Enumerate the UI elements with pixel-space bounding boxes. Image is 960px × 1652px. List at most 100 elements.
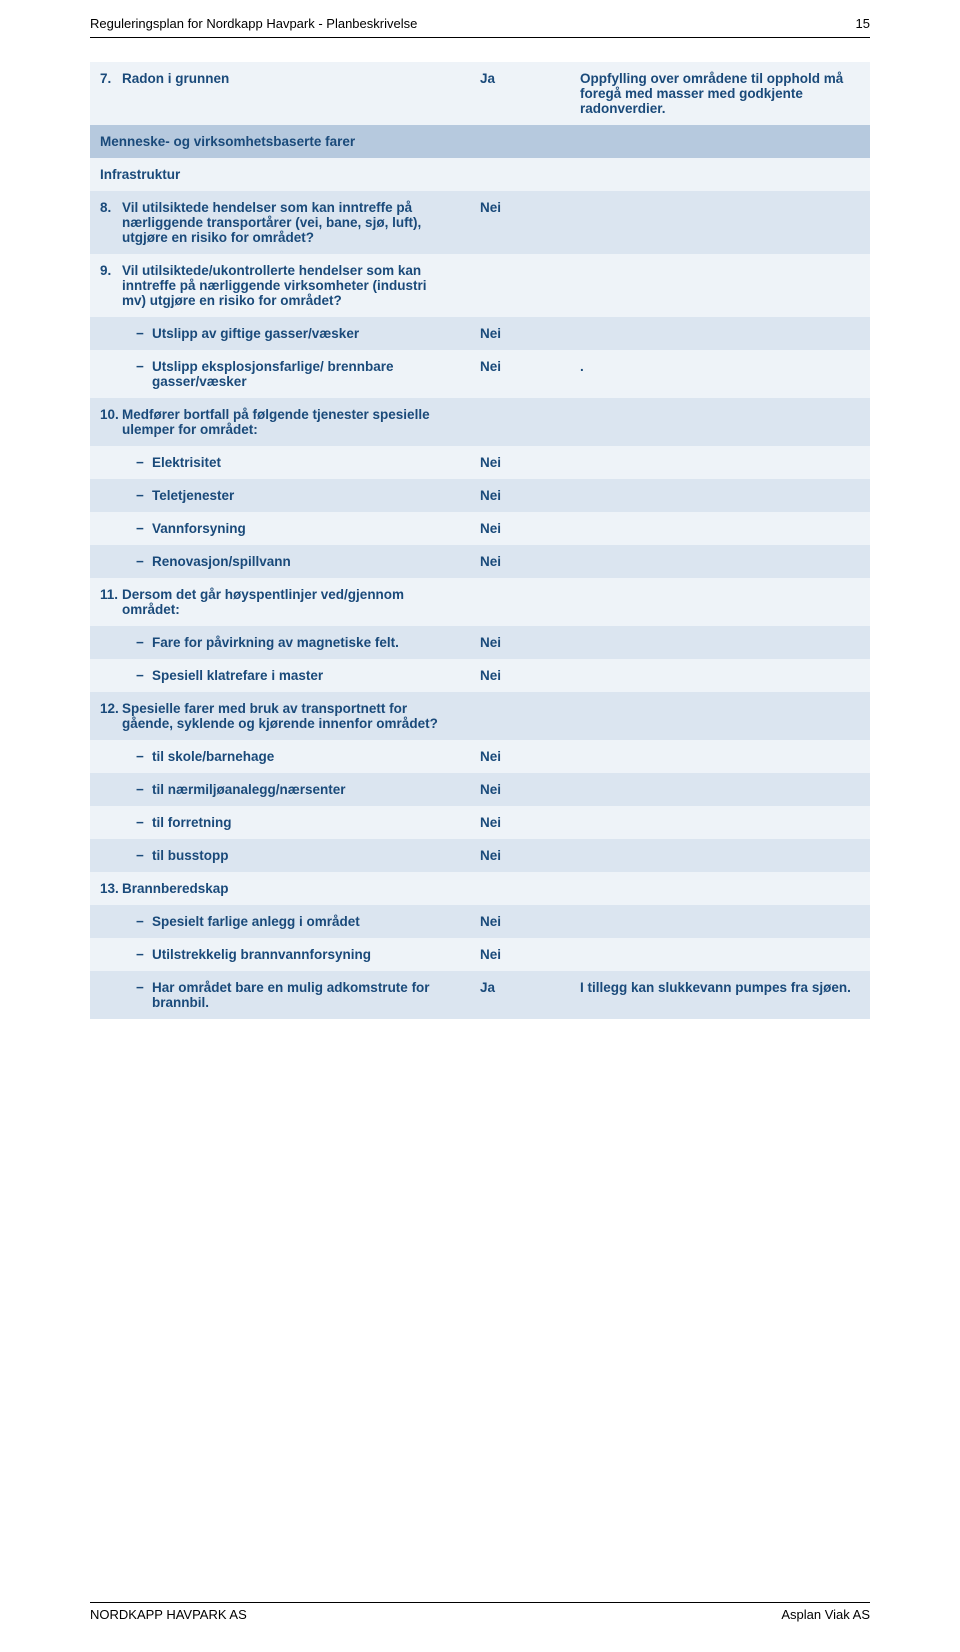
bullet-icon: − [136,359,152,389]
cell-answer: Nei [470,479,570,512]
cell-answer: Nei [470,545,570,578]
question-text: Spesielle farer med bruk av transportnet… [122,701,442,731]
question-text: til forretning [152,815,460,830]
cell-detail [570,659,870,692]
bullet-icon: − [136,749,152,764]
table-row: 13.Brannberedskap [90,872,870,905]
table-row: − til forretning Nei [90,806,870,839]
bullet-icon: − [136,455,152,470]
cell-answer: Ja [470,971,570,1019]
question-text: til skole/barnehage [152,749,460,764]
question-text: Dersom det går høyspentlinjer ved/gjenno… [122,587,442,617]
bullet-icon: − [136,635,152,650]
cell-question: − Spesiell klatrefare i master [90,659,470,692]
cell-answer: Nei [470,191,570,254]
question-text: Vil utilsiktede hendelser som kan inntre… [122,200,442,245]
footer-rule [90,1602,870,1603]
question-number: 12. [100,701,122,716]
cell-detail [570,479,870,512]
table-row: 9.Vil utilsiktede/ukontrollerte hendelse… [90,254,870,317]
question-number: 13. [100,881,122,896]
cell-question: − Fare for påvirkning av magnetiske felt… [90,626,470,659]
bullet-icon: − [136,914,152,929]
cell-answer: Nei [470,839,570,872]
cell-answer: Nei [470,740,570,773]
cell-question: − til nærmiljøanalegg/nærsenter [90,773,470,806]
cell-detail [570,692,870,740]
table-row: 7.Radon i grunnen Ja Oppfylling over omr… [90,62,870,125]
question-text: Radon i grunnen [122,71,442,86]
section-row: Menneske- og virksomhetsbaserte farer [90,125,870,158]
cell-question: − Spesielt farlige anlegg i området [90,905,470,938]
table-row: − Fare for påvirkning av magnetiske felt… [90,626,870,659]
table-row: 8.Vil utilsiktede hendelser som kan innt… [90,191,870,254]
cell-question: 9.Vil utilsiktede/ukontrollerte hendelse… [90,254,470,317]
bullet-icon: − [136,521,152,536]
cell-question: − til skole/barnehage [90,740,470,773]
table-row: − til skole/barnehage Nei [90,740,870,773]
question-text: Spesielt farlige anlegg i området [152,914,460,929]
bullet-icon: − [136,668,152,683]
cell-detail [570,446,870,479]
bullet-icon: − [136,782,152,797]
table-row: − Elektrisitet Nei [90,446,870,479]
footer-left: NORDKAPP HAVPARK AS [90,1607,247,1622]
cell-question: − Utilstrekkelig brannvannforsyning [90,938,470,971]
cell-detail: I tillegg kan slukkevann pumpes fra sjøe… [570,971,870,1019]
cell-question: 11.Dersom det går høyspentlinjer ved/gje… [90,578,470,626]
cell-question: 13.Brannberedskap [90,872,470,905]
cell-answer: Ja [470,62,570,125]
cell-detail [570,545,870,578]
cell-question: 7.Radon i grunnen [90,62,470,125]
table-row: − til busstopp Nei [90,839,870,872]
bullet-icon: − [136,815,152,830]
bullet-icon: − [136,980,152,1010]
cell-answer: Nei [470,626,570,659]
cell-detail [570,578,870,626]
content: 7.Radon i grunnen Ja Oppfylling over omr… [0,38,960,1019]
cell-question: − Renovasjon/spillvann [90,545,470,578]
section-heading: Menneske- og virksomhetsbaserte farer [90,125,870,158]
question-text: til nærmiljøanalegg/nærsenter [152,782,460,797]
question-text: Vil utilsiktede/ukontrollerte hendelser … [122,263,442,308]
cell-answer: Nei [470,659,570,692]
cell-question: 10.Medfører bortfall på følgende tjenest… [90,398,470,446]
bullet-icon: − [136,326,152,341]
cell-answer: Nei [470,350,570,398]
page-header: Reguleringsplan for Nordkapp Havpark - P… [0,0,960,33]
cell-detail [570,839,870,872]
cell-question: 12.Spesielle farer med bruk av transport… [90,692,470,740]
question-number: 9. [100,263,122,278]
cell-answer: Nei [470,446,570,479]
cell-detail: Oppfylling over områdene til opphold må … [570,62,870,125]
table-row: − Spesiell klatrefare i master Nei [90,659,870,692]
cell-question: − Vannforsyning [90,512,470,545]
question-text: Brannberedskap [122,881,442,896]
bullet-icon: − [136,947,152,962]
cell-question: − Elektrisitet [90,446,470,479]
question-number: 7. [100,71,122,86]
cell-answer [470,398,570,446]
page: Reguleringsplan for Nordkapp Havpark - P… [0,0,960,1652]
question-text: Spesiell klatrefare i master [152,668,460,683]
cell-detail [570,512,870,545]
cell-answer [470,254,570,317]
section-heading: Infrastruktur [90,158,870,191]
question-text: Renovasjon/spillvann [152,554,460,569]
table-row: 12.Spesielle farer med bruk av transport… [90,692,870,740]
question-text: Medfører bortfall på følgende tjenester … [122,407,442,437]
question-text: Vannforsyning [152,521,460,536]
cell-detail [570,317,870,350]
question-number: 8. [100,200,122,215]
cell-detail [570,905,870,938]
cell-answer: Nei [470,806,570,839]
header-title: Reguleringsplan for Nordkapp Havpark - P… [90,16,417,31]
footer-right: Asplan Viak AS [781,1607,870,1622]
cell-question: − Har området bare en mulig adkomstrute … [90,971,470,1019]
table-row: − Utslipp eksplosjonsfarlige/ brennbare … [90,350,870,398]
table-row: − Utslipp av giftige gasser/væsker Nei [90,317,870,350]
cell-answer: Nei [470,512,570,545]
cell-detail [570,398,870,446]
cell-detail [570,938,870,971]
table-row: − Vannforsyning Nei [90,512,870,545]
